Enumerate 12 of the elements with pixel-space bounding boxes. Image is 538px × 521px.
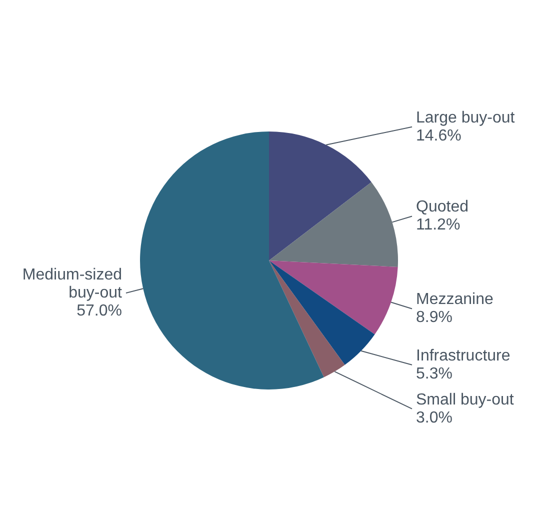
slice-label: Quoted (416, 198, 468, 216)
data-label: 11.2% (416, 216, 460, 234)
data-label: 3.0% (416, 409, 452, 426)
data-label: 5.3% (416, 365, 452, 382)
slice-label: Infrastructure (416, 347, 510, 364)
slice-label: Large buy-out (416, 109, 516, 126)
data-label: 14.6% (416, 127, 462, 144)
data-label: 8.9% (416, 309, 452, 326)
slice-label: Mezzanine (416, 291, 494, 308)
slice-label: Medium-sized buy-out (22, 266, 123, 302)
slice-label: Small buy-out (416, 391, 514, 408)
data-label: 57.0% (76, 302, 122, 320)
